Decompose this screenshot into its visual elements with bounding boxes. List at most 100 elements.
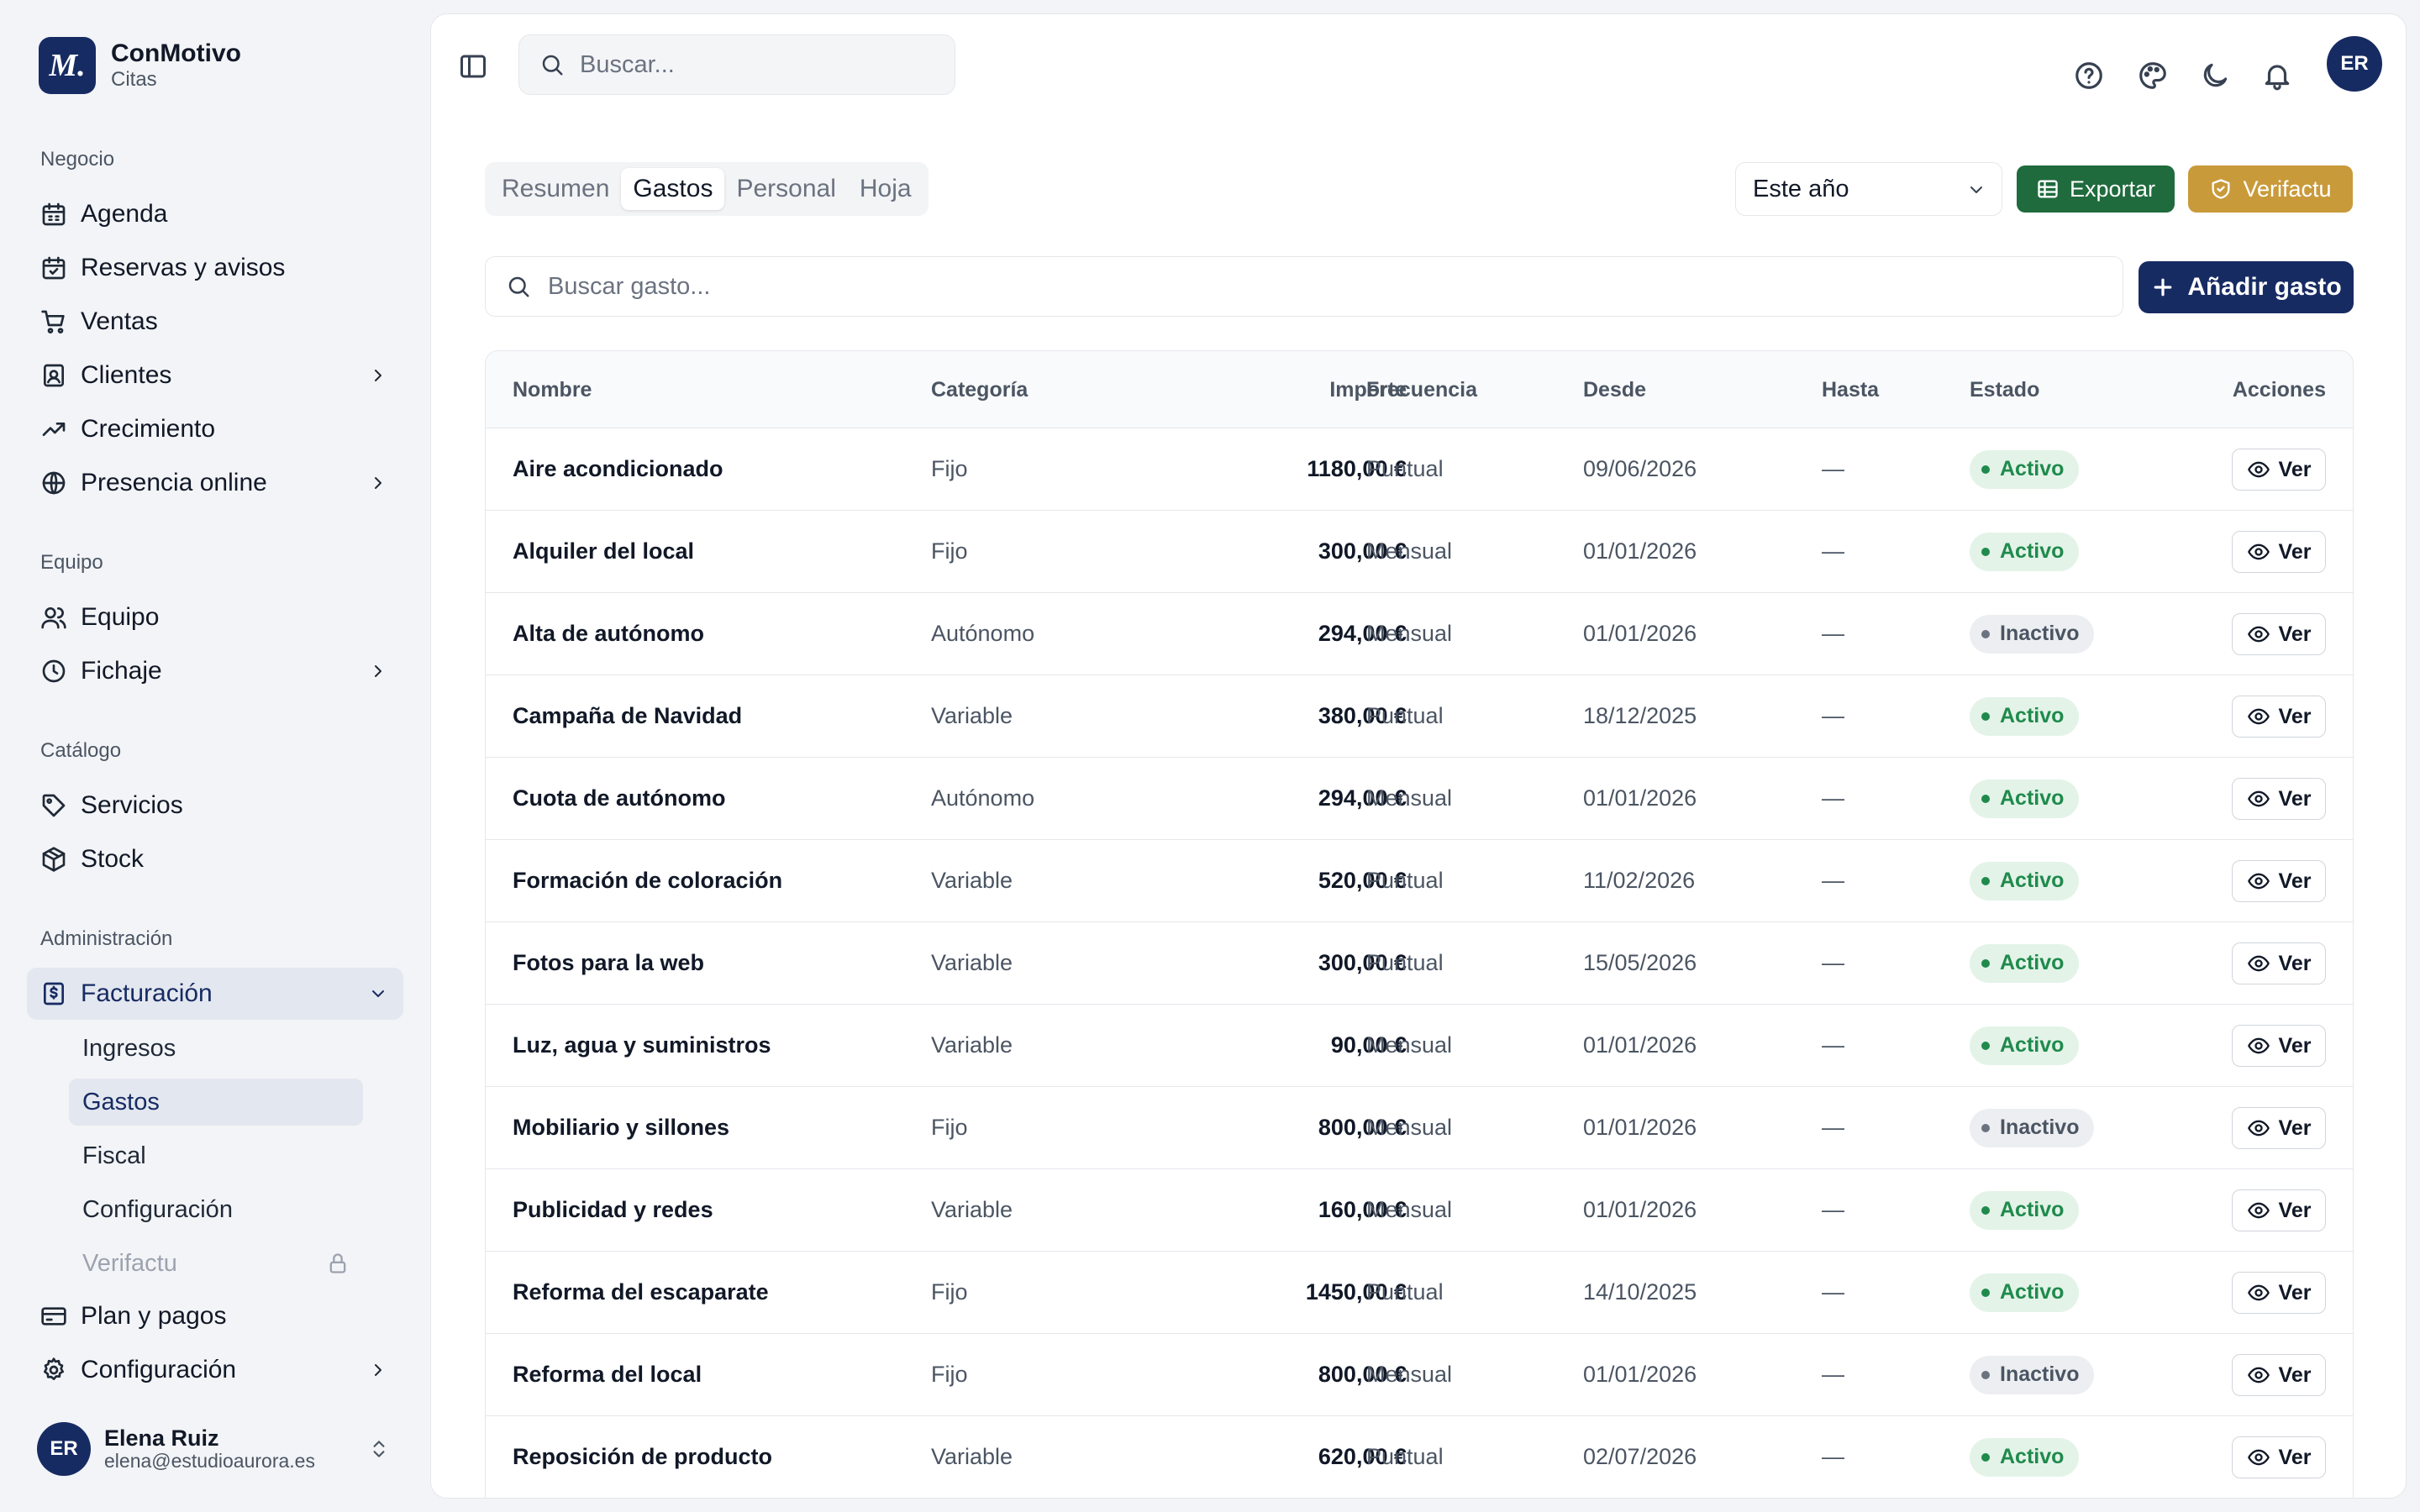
- help-icon[interactable]: [2073, 60, 2105, 92]
- table-row[interactable]: Aire acondicionado Fijo 1180,00 € Puntual 09…: [486, 428, 2353, 511]
- status-badge: Inactivo: [1970, 1108, 2095, 1147]
- bell-icon[interactable]: [2261, 60, 2293, 92]
- sidebar-item-servicios[interactable]: Servicios: [27, 780, 403, 832]
- sidebar-item-reservas[interactable]: Reservas y avisos: [27, 242, 403, 294]
- export-button[interactable]: Exportar: [2017, 165, 2175, 213]
- cell-status: Activo: [1970, 1169, 2080, 1251]
- sidebar-subitem-gastos[interactable]: Gastos: [69, 1079, 363, 1126]
- table-row[interactable]: Reforma del local Fijo 800,00 € Mensual 01/0…: [486, 1334, 2353, 1416]
- cell-from: 01/01/2026: [1583, 1362, 1697, 1387]
- cell-name: Fotos para la web: [513, 950, 705, 975]
- cell-from: 01/01/2026: [1583, 538, 1697, 564]
- view-button[interactable]: Ver: [2232, 942, 2326, 984]
- header-category[interactable]: Categoría: [931, 377, 1028, 402]
- eye-icon: [2247, 1281, 2270, 1305]
- moon-icon[interactable]: [2199, 60, 2231, 92]
- table-body: Aire acondicionado Fijo 1180,00 € Puntual 09…: [486, 428, 2353, 1498]
- table-row[interactable]: Campaña de Navidad Variable 380,00 € Puntua…: [486, 675, 2353, 758]
- status-label: Activo: [2000, 1198, 2065, 1221]
- sidebar-item-stock[interactable]: Stock: [27, 833, 403, 885]
- sidebar-subitem-ingresos[interactable]: Ingresos: [82, 1034, 176, 1062]
- sidebar-item-label: Clientes: [81, 361, 172, 389]
- table-row[interactable]: Reforma del escaparate Fijo 1450,00 € Puntu…: [486, 1252, 2353, 1334]
- verifactu-button[interactable]: Verifactu: [2188, 165, 2353, 213]
- add-expense-button[interactable]: Añadir gasto: [2139, 261, 2354, 313]
- status-label: Activo: [2000, 951, 2065, 974]
- sidebar-item-plan-pagos[interactable]: Plan y pagos: [27, 1290, 403, 1342]
- palette-icon[interactable]: [2137, 60, 2169, 92]
- view-button[interactable]: Ver: [2232, 613, 2326, 655]
- view-button[interactable]: Ver: [2232, 1107, 2326, 1149]
- export-label: Exportar: [2069, 176, 2156, 202]
- status-dot: [1981, 876, 1990, 885]
- view-button[interactable]: Ver: [2232, 1354, 2326, 1396]
- table-row[interactable]: Alta de autónomo Autónomo 294,00 € Mensual 0…: [486, 593, 2353, 675]
- sidebar-item-presencia-online[interactable]: Presencia online: [27, 457, 403, 509]
- sidebar-item-equipo[interactable]: Equipo: [27, 591, 403, 643]
- view-button[interactable]: Ver: [2232, 1189, 2326, 1231]
- lock-icon: [326, 1252, 350, 1275]
- tab-hoja[interactable]: Hoja: [859, 175, 912, 202]
- status-label: Activo: [2000, 869, 2065, 892]
- cell-amount: 620,00 €: [1318, 1444, 1407, 1469]
- global-search-input[interactable]: [580, 50, 933, 79]
- avatar[interactable]: ER: [2327, 36, 2382, 92]
- view-label: Ver: [2278, 457, 2312, 481]
- verifactu-label: Verifactu: [2243, 176, 2332, 202]
- view-button[interactable]: Ver: [2232, 531, 2326, 573]
- sidebar-item-agenda[interactable]: Agenda: [27, 188, 403, 240]
- sidebar-subitem-configuracion[interactable]: Configuración: [82, 1195, 233, 1223]
- view-button[interactable]: Ver: [2232, 449, 2326, 491]
- view-button[interactable]: Ver: [2232, 1272, 2326, 1314]
- sidebar-item-ventas[interactable]: Ventas: [27, 296, 403, 348]
- cell-name: Reposición de producto: [513, 1444, 773, 1469]
- sidebar-toggle-icon[interactable]: [458, 51, 488, 81]
- status-label: Activo: [2000, 457, 2065, 480]
- cell-amount: 90,00 €: [1330, 1032, 1407, 1058]
- brand[interactable]: M. ConMotivo Citas: [39, 37, 241, 94]
- header-status[interactable]: Estado: [1970, 377, 2040, 402]
- cell-frequency: Puntual: [1366, 950, 1444, 975]
- sidebar-item-fichaje[interactable]: Fichaje: [27, 645, 403, 697]
- cell-name: Campaña de Navidad: [513, 703, 743, 728]
- cell-from: 11/02/2026: [1583, 868, 1696, 893]
- sidebar-item-configuracion[interactable]: Configuración: [27, 1344, 403, 1396]
- brand-subtitle: Citas: [111, 68, 157, 91]
- table-row[interactable]: Luz, agua y suministros Variable 90,00 € Me…: [486, 1005, 2353, 1087]
- table-row[interactable]: Cuota de autónomo Autónomo 294,00 € Mensual…: [486, 758, 2353, 840]
- table-row[interactable]: Alquiler del local Fijo 300,00 € Mensual 01/…: [486, 511, 2353, 593]
- sidebar-item-crecimiento[interactable]: Crecimiento: [27, 403, 403, 455]
- sidebar-item-label: Servicios: [81, 791, 183, 819]
- header-frequency[interactable]: Frecuencia: [1366, 377, 1478, 402]
- cell-name: Alquiler del local: [513, 538, 695, 564]
- table-row[interactable]: Mobiliario y sillones Fijo 800,00 € Mensual…: [486, 1087, 2353, 1169]
- view-button[interactable]: Ver: [2232, 1025, 2326, 1067]
- table-row[interactable]: Reposición de producto Variable 620,00 € Pu…: [486, 1416, 2353, 1498]
- view-button[interactable]: Ver: [2232, 1436, 2326, 1478]
- tab-personal[interactable]: Personal: [736, 175, 836, 202]
- view-button[interactable]: Ver: [2232, 778, 2326, 820]
- tab-gastos[interactable]: Gastos: [621, 168, 725, 210]
- table-row[interactable]: Publicidad y redes Variable 160,00 € Mensua…: [486, 1169, 2353, 1252]
- sidebar-item-facturacion[interactable]: Facturación: [27, 968, 403, 1020]
- expense-search-input[interactable]: [548, 272, 2060, 301]
- header-from[interactable]: Desde: [1583, 377, 1647, 402]
- view-label: Ver: [2278, 1116, 2312, 1140]
- table-row[interactable]: Formación de coloración Variable 520,00 € P…: [486, 840, 2353, 922]
- gear-icon: [40, 1357, 67, 1383]
- status-badge: Activo: [1970, 1437, 2080, 1477]
- sidebar-item-clientes[interactable]: Clientes: [27, 349, 403, 402]
- period-select[interactable]: Este año: [1735, 162, 2002, 216]
- header-name[interactable]: Nombre: [513, 377, 592, 402]
- plus-icon: [2150, 275, 2175, 300]
- header-to[interactable]: Hasta: [1822, 377, 1880, 402]
- header-amount[interactable]: Importe: [1329, 377, 1407, 402]
- table-row[interactable]: Fotos para la web Variable 300,00 € Puntual…: [486, 922, 2353, 1005]
- view-button[interactable]: Ver: [2232, 860, 2326, 902]
- view-button[interactable]: Ver: [2232, 696, 2326, 738]
- status-dot: [1981, 1452, 1990, 1462]
- user-menu[interactable]: ER Elena Ruiz elena@estudioaurora.es: [37, 1420, 398, 1478]
- tab-resumen[interactable]: Resumen: [502, 175, 610, 202]
- sidebar-subitem-fiscal[interactable]: Fiscal: [82, 1142, 146, 1169]
- status-label: Activo: [2000, 1280, 2065, 1304]
